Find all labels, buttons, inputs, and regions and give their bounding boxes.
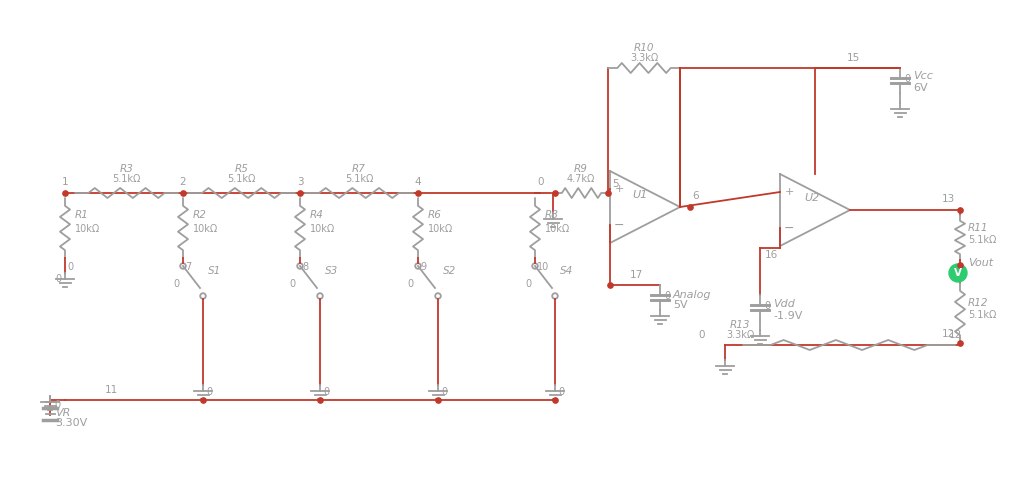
Text: R13: R13: [730, 320, 751, 330]
Text: 0: 0: [538, 177, 544, 187]
Text: 11: 11: [105, 385, 118, 395]
Text: 16: 16: [765, 250, 778, 260]
Text: 0: 0: [54, 400, 60, 410]
Text: 3.30V: 3.30V: [55, 418, 87, 428]
Text: Analog: Analog: [673, 290, 712, 300]
Text: S1: S1: [208, 266, 221, 276]
Text: 10kΩ: 10kΩ: [428, 224, 454, 234]
Text: R6: R6: [428, 210, 442, 220]
Text: 5.1kΩ: 5.1kΩ: [968, 235, 996, 245]
Text: Vcc: Vcc: [913, 71, 933, 81]
Text: 5V: 5V: [673, 300, 688, 310]
Text: 0: 0: [664, 291, 670, 301]
Text: -1.9V: -1.9V: [773, 311, 803, 321]
Text: 7: 7: [185, 262, 191, 272]
Text: 0: 0: [764, 301, 770, 311]
Text: 3.3kΩ: 3.3kΩ: [726, 330, 754, 340]
Text: 0: 0: [290, 279, 296, 289]
Text: R7: R7: [352, 164, 366, 174]
Text: 13: 13: [942, 194, 955, 204]
Text: 3: 3: [297, 177, 303, 187]
Text: 17: 17: [630, 270, 643, 280]
Circle shape: [949, 264, 967, 282]
Text: 1: 1: [61, 177, 69, 187]
Text: 5: 5: [612, 179, 618, 189]
Text: VR: VR: [55, 408, 71, 418]
Text: 0: 0: [698, 330, 705, 340]
Text: 0: 0: [67, 262, 73, 272]
Text: R1: R1: [75, 210, 89, 220]
Text: U1: U1: [633, 190, 647, 200]
Text: U2: U2: [805, 193, 819, 203]
Text: 12: 12: [948, 330, 962, 340]
Text: 10kΩ: 10kΩ: [75, 224, 100, 234]
Text: 0: 0: [206, 387, 212, 397]
Text: V: V: [954, 268, 962, 278]
Text: −: −: [613, 218, 625, 231]
Text: R9: R9: [573, 164, 588, 174]
Text: 3.3kΩ: 3.3kΩ: [630, 53, 658, 63]
Text: −: −: [783, 221, 795, 235]
Text: +: +: [784, 187, 794, 197]
Text: 8: 8: [302, 262, 308, 272]
Text: 10: 10: [537, 262, 549, 272]
Text: 5.1kΩ: 5.1kΩ: [113, 174, 140, 184]
Text: 10kΩ: 10kΩ: [310, 224, 335, 234]
Text: 6V: 6V: [913, 83, 928, 93]
Text: Vout: Vout: [968, 258, 993, 268]
Text: R10: R10: [634, 43, 654, 53]
Text: S3: S3: [325, 266, 338, 276]
Text: 0: 0: [441, 387, 447, 397]
Text: R8: R8: [545, 210, 559, 220]
Text: +: +: [614, 184, 624, 194]
Text: 0: 0: [173, 279, 179, 289]
Text: R4: R4: [310, 210, 324, 220]
Text: 0: 0: [56, 274, 62, 284]
Text: S4: S4: [560, 266, 573, 276]
Text: S2: S2: [443, 266, 457, 276]
Text: 9: 9: [420, 262, 426, 272]
Text: 4: 4: [415, 177, 421, 187]
Text: 5.1kΩ: 5.1kΩ: [227, 174, 256, 184]
Text: 0: 0: [558, 387, 564, 397]
Text: 0: 0: [525, 279, 531, 289]
Text: 10kΩ: 10kΩ: [545, 224, 570, 234]
Text: R3: R3: [120, 164, 133, 174]
Text: 5.1kΩ: 5.1kΩ: [968, 310, 996, 320]
Text: 5.1kΩ: 5.1kΩ: [345, 174, 373, 184]
Text: 0: 0: [323, 387, 329, 397]
Text: 0: 0: [904, 74, 910, 84]
Text: R2: R2: [193, 210, 207, 220]
Text: R12: R12: [968, 298, 988, 308]
Text: Vdd: Vdd: [773, 299, 795, 309]
Text: 2: 2: [179, 177, 186, 187]
Text: 10kΩ: 10kΩ: [193, 224, 218, 234]
Text: 4.7kΩ: 4.7kΩ: [566, 174, 595, 184]
Text: 15: 15: [847, 53, 860, 63]
Text: 6: 6: [692, 191, 698, 201]
Text: 12: 12: [942, 329, 955, 339]
Text: 0: 0: [408, 279, 414, 289]
Text: R11: R11: [968, 223, 988, 233]
Text: R5: R5: [234, 164, 249, 174]
